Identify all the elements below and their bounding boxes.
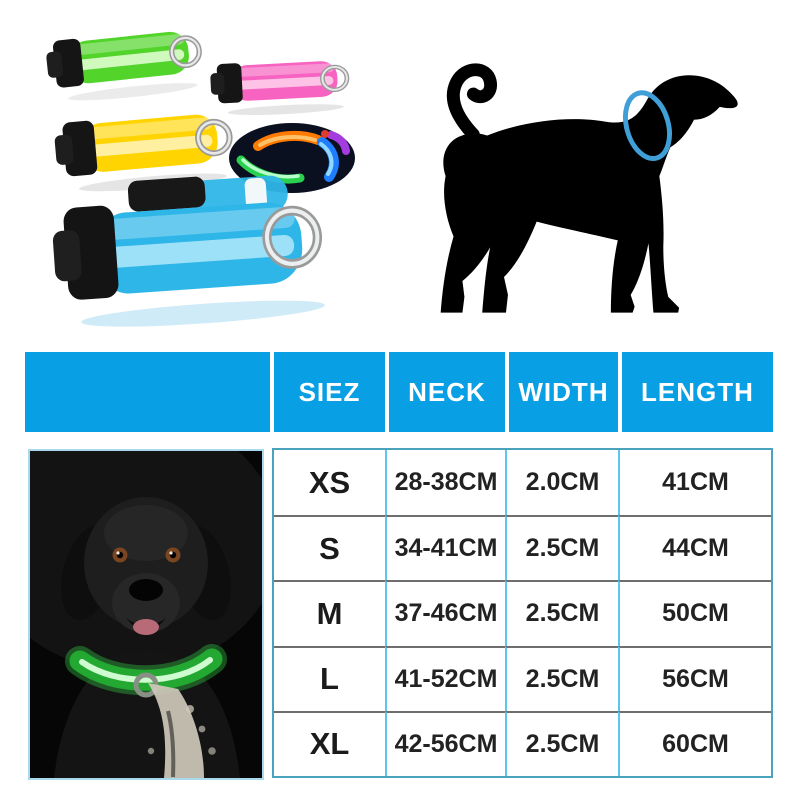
dog-photo-image xyxy=(30,451,262,778)
cell-neck-l: 41-52CM xyxy=(385,645,505,711)
catchlight-right xyxy=(169,551,173,555)
green-collar-image xyxy=(46,31,202,101)
blue-collar-image xyxy=(52,175,325,327)
dog-photo xyxy=(28,449,264,780)
dog-tail xyxy=(446,63,498,141)
speckle-2 xyxy=(198,725,206,733)
collar-highlight xyxy=(71,33,185,56)
led-stripe xyxy=(74,49,185,71)
dog-silhouette-image xyxy=(440,63,738,313)
d-ring-shine xyxy=(170,36,201,67)
neck-measure-ring xyxy=(622,90,672,161)
speckle-4 xyxy=(147,747,155,755)
buckle xyxy=(216,63,243,104)
d-ring-shine xyxy=(264,208,320,266)
collar-highlight xyxy=(83,117,213,140)
dog-body-silhouette xyxy=(440,75,738,313)
catchlight-left xyxy=(116,551,120,555)
buckle-clip xyxy=(210,72,225,95)
cell-width-s: 2.5CM xyxy=(505,515,618,581)
forehead-highlight xyxy=(104,505,188,561)
speckle-3 xyxy=(208,747,216,755)
cell-neck-xl: 42-56CM xyxy=(385,710,505,776)
collar-shadow xyxy=(227,104,344,116)
led-collars-photo xyxy=(229,123,355,193)
chest-streak xyxy=(166,710,176,778)
led-stripe xyxy=(87,134,213,157)
collar-highlight xyxy=(233,63,335,78)
header-cell-image xyxy=(25,352,270,432)
cell-length-xs: 41CM xyxy=(618,450,771,516)
cell-width-xl: 2.5CM xyxy=(505,710,618,776)
cell-length-xl: 60CM xyxy=(618,710,771,776)
dog-tongue xyxy=(133,619,159,635)
buckle-clip xyxy=(52,230,82,282)
collar-led-stripe xyxy=(79,657,213,683)
orange-glow-core xyxy=(258,135,317,147)
cell-width-xs: 2.0CM xyxy=(505,450,618,516)
cell-length-l: 56CM xyxy=(618,645,771,711)
purple-glow-collar xyxy=(327,131,350,155)
header-cell-width: WIDTH xyxy=(509,352,618,432)
speckle-1 xyxy=(186,705,194,713)
cell-length-s: 44CM xyxy=(618,515,771,581)
red-glow-dot xyxy=(321,130,329,138)
size-chart-table: XS 28-38CM 2.0CM 41CM S 34-41CM 2.5CM 44… xyxy=(272,448,773,778)
cell-length-m: 50CM xyxy=(618,580,771,646)
cell-width-l: 2.5CM xyxy=(505,645,618,711)
cell-neck-m: 37-46CM xyxy=(385,580,505,646)
buckle-male xyxy=(127,176,206,212)
led-stripe xyxy=(235,76,334,90)
cell-size-m: M xyxy=(274,580,385,645)
cell-neck-xs: 28-38CM xyxy=(385,450,505,516)
cell-width-m: 2.5CM xyxy=(505,580,618,646)
header-cell-length: LENGTH xyxy=(622,352,773,432)
buckle-clip xyxy=(54,134,74,165)
led-stripe xyxy=(103,234,295,269)
green-glow-core xyxy=(241,158,300,179)
cell-size-l: L xyxy=(274,645,385,711)
buckle-clip xyxy=(46,51,64,78)
header-cell-size: SIEZ xyxy=(274,352,385,432)
collar-shadow xyxy=(68,83,198,101)
cell-size-xs: XS xyxy=(308,464,351,500)
d-ring-shine xyxy=(321,65,348,91)
cell-size-s: S xyxy=(274,515,385,580)
collar-reflection xyxy=(81,300,325,327)
dog-muzzle xyxy=(112,573,180,633)
chest-patch xyxy=(148,683,204,778)
pink-collar-image xyxy=(210,61,350,116)
d-ring-shine xyxy=(196,120,231,155)
cell-neck-s: 34-41CM xyxy=(385,515,505,581)
collar-highlight xyxy=(98,206,295,241)
dog-nose xyxy=(129,579,163,601)
blue-glow-collar xyxy=(317,137,339,182)
cell-size-xl: XL xyxy=(274,710,385,776)
blue-glow-core xyxy=(319,142,334,176)
header-cell-neck: NECK xyxy=(389,352,505,432)
white-clip xyxy=(244,177,268,210)
